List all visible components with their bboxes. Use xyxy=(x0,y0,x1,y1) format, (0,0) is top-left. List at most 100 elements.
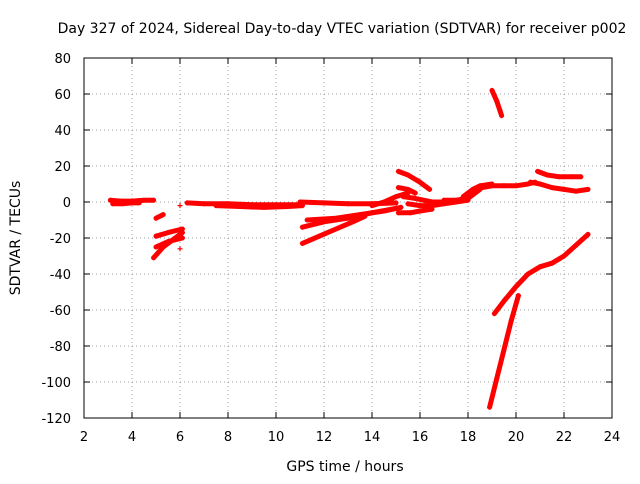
data-point xyxy=(501,298,507,304)
grid xyxy=(84,58,612,418)
x-tick-label: 20 xyxy=(508,430,525,445)
x-tick-label: 14 xyxy=(364,430,381,445)
data-point xyxy=(201,201,207,207)
y-tick-label: -60 xyxy=(50,304,71,319)
y-tick-label: -80 xyxy=(50,340,71,355)
y-axis-label: SDTVAR / TECUs xyxy=(8,181,24,296)
data-point xyxy=(316,233,322,239)
data-point xyxy=(407,210,413,216)
data-point xyxy=(412,190,418,196)
data-point xyxy=(515,293,521,299)
y-tick-label: -20 xyxy=(50,232,71,247)
data-point xyxy=(110,201,116,207)
data-point xyxy=(179,226,185,232)
data-point xyxy=(460,194,466,200)
data-point xyxy=(321,200,327,206)
plot-frame xyxy=(83,57,613,419)
x-tick-label: 22 xyxy=(556,430,573,445)
data-point xyxy=(333,215,339,221)
data-point xyxy=(501,347,507,353)
data-point xyxy=(213,203,219,209)
series-arc-x xyxy=(527,179,591,194)
data-point xyxy=(381,208,387,214)
data-point xyxy=(499,113,505,119)
data-point xyxy=(405,186,411,192)
data-point xyxy=(237,204,243,209)
data-point xyxy=(568,174,574,180)
data-point xyxy=(494,98,500,104)
series-arc-y xyxy=(535,168,584,180)
y-tick-label: -40 xyxy=(50,268,71,283)
data-point xyxy=(165,239,171,245)
series-arc-e xyxy=(153,235,185,250)
data-point xyxy=(107,197,113,203)
data-point xyxy=(479,185,485,191)
series-arc-c xyxy=(153,212,166,221)
data-point xyxy=(119,201,125,207)
series-arc-q xyxy=(395,185,418,196)
data-point xyxy=(441,197,447,203)
data-point xyxy=(544,172,550,178)
series-arc-h xyxy=(177,203,183,209)
series-trace xyxy=(395,168,433,192)
data-point xyxy=(501,183,507,189)
y-tick-label: -120 xyxy=(41,412,71,427)
data-point xyxy=(453,197,459,203)
data-point xyxy=(151,255,157,261)
data-point xyxy=(129,200,135,206)
data-point xyxy=(395,210,401,216)
y-tick-label: 80 xyxy=(54,52,71,67)
series-arc-b xyxy=(110,200,142,207)
data-point xyxy=(549,260,555,266)
data-point xyxy=(561,186,567,192)
data-point xyxy=(470,186,476,192)
data-point xyxy=(427,186,433,192)
data-point xyxy=(527,179,533,185)
data-point xyxy=(417,208,423,214)
series-arc-g xyxy=(177,246,183,252)
data-point xyxy=(508,318,514,324)
data-point xyxy=(535,168,541,174)
series-arc-z xyxy=(489,87,505,119)
data-point xyxy=(405,201,411,207)
data-point xyxy=(153,244,159,250)
y-tick-label: 60 xyxy=(54,88,71,103)
data-point xyxy=(285,204,291,209)
data-point xyxy=(573,188,579,194)
series-arc-n xyxy=(304,204,404,223)
data-point xyxy=(585,231,591,237)
x-axis-label: GPS time / hours xyxy=(286,459,403,475)
data-point xyxy=(177,246,183,252)
series-arc-p xyxy=(395,168,433,192)
data-point xyxy=(494,375,500,381)
data-point xyxy=(489,183,495,189)
chart-title: Day 327 of 2024, Sidereal Day-to-day VTE… xyxy=(58,21,627,37)
data-point xyxy=(537,181,543,187)
data-point xyxy=(160,212,166,218)
x-tick-label: 4 xyxy=(128,430,136,445)
x-tick-label: 24 xyxy=(604,430,621,445)
series-arc-j xyxy=(213,203,305,210)
data-point xyxy=(398,204,404,210)
data-point xyxy=(405,172,411,178)
data-point xyxy=(561,253,567,259)
data-point xyxy=(333,226,339,232)
data-point xyxy=(573,242,579,248)
data-point xyxy=(177,203,183,209)
data-point xyxy=(369,203,375,209)
data-point xyxy=(299,240,305,246)
data-point xyxy=(357,212,363,218)
series-trace xyxy=(110,200,142,207)
y-tick-label: 40 xyxy=(54,124,71,139)
x-tick-label: 18 xyxy=(460,430,477,445)
data-point xyxy=(350,219,356,225)
tick-labels: 2 4 6 8 10 12 14 16 18 20 22 24-120-100-80-60-40-20… xyxy=(41,52,620,445)
data-point xyxy=(585,186,591,192)
data-point xyxy=(417,203,423,209)
series-trace xyxy=(395,206,435,216)
data-point xyxy=(381,199,387,205)
data-point xyxy=(136,200,142,206)
data-points xyxy=(107,87,591,410)
